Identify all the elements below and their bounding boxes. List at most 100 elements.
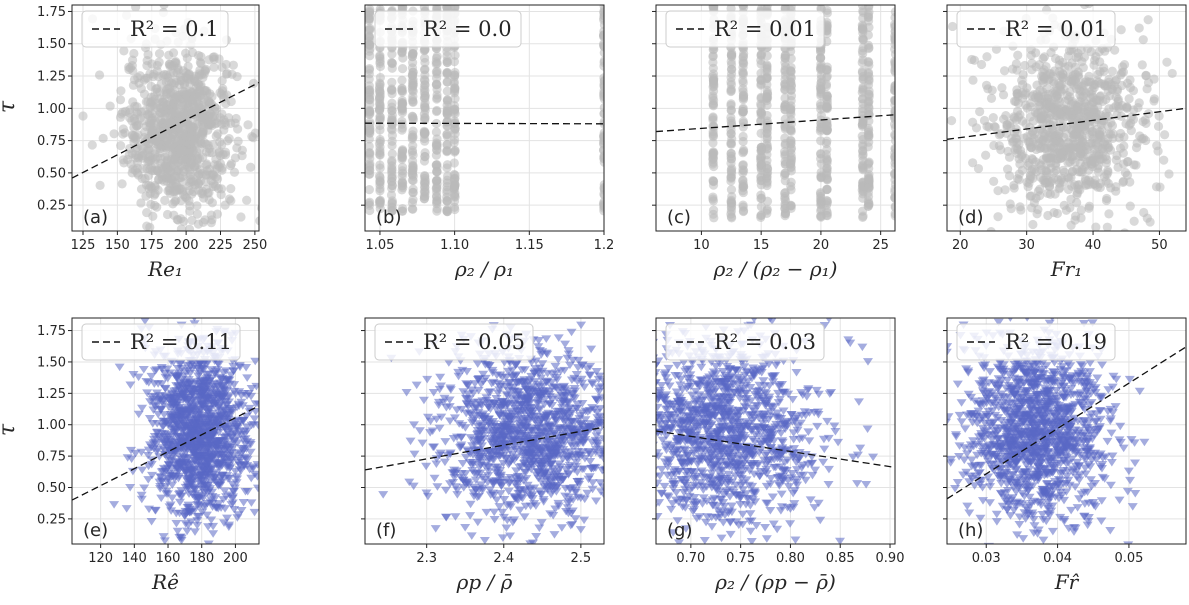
data-point [209, 414, 220, 422]
data-point [190, 378, 201, 386]
data-point [387, 49, 397, 59]
data-point [1048, 117, 1059, 127]
data-point [449, 70, 460, 80]
data-point [253, 401, 259, 409]
data-point [442, 68, 452, 78]
data-point [199, 428, 210, 436]
data-point [1077, 167, 1087, 177]
data-point [151, 136, 161, 146]
data-point [1093, 69, 1103, 80]
data-point [1091, 222, 1101, 231]
data-point [387, 198, 397, 208]
data-point [387, 98, 397, 108]
data-point [190, 76, 200, 87]
data-point [229, 381, 240, 389]
data-point [196, 51, 206, 62]
data-point [174, 498, 185, 507]
data-point [183, 102, 193, 112]
data-point [864, 180, 874, 191]
data-point [1094, 77, 1104, 88]
data-point [226, 449, 237, 457]
axes-frame [71, 317, 260, 545]
data-point [187, 390, 198, 399]
data-point [988, 112, 998, 123]
data-point [243, 120, 253, 130]
data-point [137, 153, 148, 163]
data-point [947, 116, 957, 126]
data-point [726, 85, 736, 96]
data-point [726, 59, 737, 70]
data-point [218, 454, 229, 462]
data-point [1104, 209, 1114, 219]
data-point [203, 140, 213, 150]
data-point [375, 56, 385, 67]
data-point [1162, 57, 1172, 67]
data-point [708, 78, 719, 88]
data-point [240, 488, 251, 496]
data-point [115, 95, 126, 105]
data-point [238, 498, 249, 507]
data-point [166, 472, 177, 481]
data-point [228, 367, 239, 375]
data-point [1097, 143, 1108, 154]
data-point [158, 400, 169, 409]
data-point [420, 148, 430, 158]
data-point [432, 93, 442, 103]
y-tick-label: 0.75 [37, 450, 66, 465]
data-point [167, 494, 178, 503]
data-point [162, 490, 173, 498]
data-point [990, 122, 1000, 132]
data-point [193, 513, 204, 521]
data-point [215, 411, 226, 420]
data-point [1020, 90, 1030, 100]
data-point [935, 102, 944, 111]
data-point [250, 407, 259, 416]
data-point [262, 480, 272, 488]
data-point [762, 95, 772, 106]
data-point [420, 113, 430, 123]
data-point [1160, 130, 1170, 140]
legend-label: R² = 0.11 [130, 330, 232, 354]
data-point [173, 404, 184, 412]
data-point [708, 194, 718, 204]
data-point [229, 167, 240, 177]
data-point [975, 107, 985, 117]
data-point [442, 129, 452, 139]
data-point [387, 77, 397, 87]
data-point [186, 398, 197, 407]
data-point [1049, 104, 1059, 114]
data-point [1017, 149, 1027, 160]
data-point [1079, 122, 1089, 132]
data-point [1063, 137, 1073, 148]
data-point [442, 106, 452, 116]
data-point [136, 448, 147, 457]
data-point [607, 475, 617, 483]
data-point [159, 98, 169, 108]
data-point [1057, 235, 1066, 244]
data-point [136, 198, 146, 208]
data-point [375, 125, 385, 135]
data-point [162, 430, 173, 439]
data-point [173, 474, 184, 483]
data-point [130, 101, 140, 111]
data-point [150, 165, 160, 176]
data-point [1068, 151, 1078, 162]
data-point [398, 183, 408, 193]
data-point [762, 180, 772, 191]
data-point [171, 75, 181, 86]
data-point [1122, 103, 1132, 114]
data-point [178, 395, 189, 403]
data-point [139, 254, 148, 263]
data-point [153, 380, 164, 388]
data-point [242, 374, 253, 382]
data-point [171, 520, 182, 528]
data-point [1028, 155, 1038, 165]
data-point [762, 73, 772, 83]
data-point [149, 367, 160, 375]
data-point [139, 484, 150, 492]
axes-frame [364, 4, 605, 232]
data-point [136, 491, 147, 500]
data-point [738, 92, 749, 102]
data-point [226, 433, 237, 442]
data-point [762, 167, 773, 178]
